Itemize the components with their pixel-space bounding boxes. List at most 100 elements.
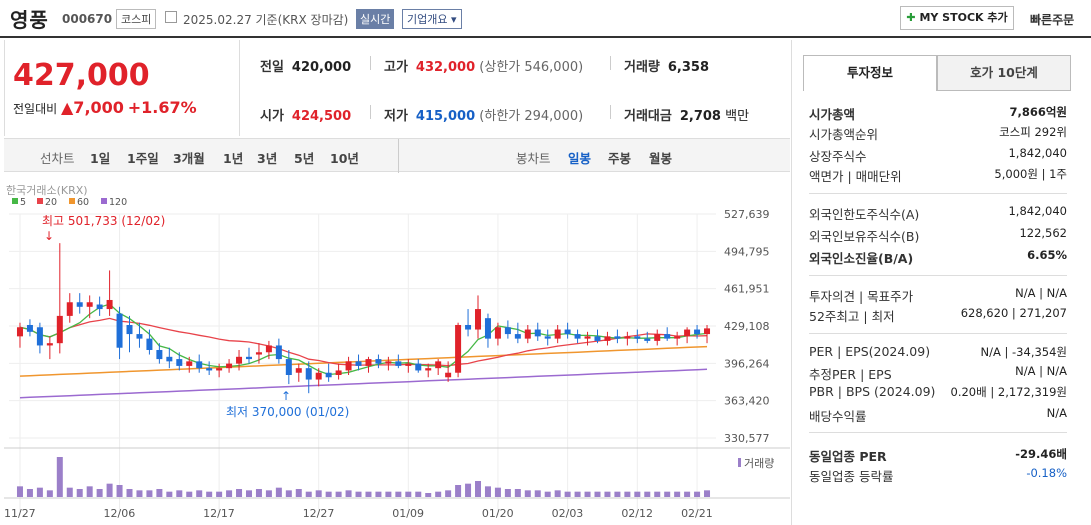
candle-body (26, 324, 33, 332)
info-row: 시가총액순위 코스피 292위 (809, 124, 1067, 144)
y-tick-label: 429,108 (724, 320, 770, 333)
period-3y[interactable]: 3년 (257, 151, 278, 166)
period-3m[interactable]: 3개월 (173, 151, 205, 166)
volume-bar (325, 491, 332, 497)
candle-body (654, 334, 661, 341)
volume-bar (514, 489, 521, 497)
volume-bar (156, 489, 163, 497)
tab-investment-info[interactable]: 투자정보 (803, 55, 937, 91)
candle-daily[interactable]: 일봉 (568, 151, 592, 166)
candle-body (574, 334, 581, 339)
candle-body (494, 327, 501, 339)
candle-body (455, 324, 462, 373)
x-tick-label: 11/27 (4, 507, 36, 520)
candle-body (216, 368, 223, 371)
volume-bar (275, 487, 282, 497)
period-10y[interactable]: 10년 (330, 151, 359, 166)
volume-bar (36, 487, 43, 497)
stat-open-value: 424,500 (291, 109, 352, 124)
x-tick-label: 12/17 (203, 507, 235, 520)
candle-body (275, 345, 282, 360)
volume-bar (365, 491, 372, 497)
quick-order-link[interactable]: 빠른주문 (1030, 13, 1075, 27)
candle-body (146, 338, 153, 350)
stat-amount-value: 2,708 (679, 109, 721, 124)
volume-bar (395, 491, 402, 497)
info-row-value: N/A (1046, 406, 1067, 420)
price-summary: 427,000 전일대비 ▲7,000 +1.67% (4, 40, 240, 136)
company-overview-dropdown[interactable]: 기업개요 ▾ (402, 9, 462, 29)
candle-body (475, 309, 482, 330)
candle-body (674, 336, 681, 339)
candle-body (634, 336, 641, 339)
volume-bar (245, 490, 252, 497)
stat-volume-label: 거래량 (624, 60, 660, 75)
add-mystock-button[interactable]: ✚ MY STOCK 추가 (900, 6, 1014, 30)
stat-volume: 거래량 6,358 (624, 56, 709, 75)
info-row-value: -29.46배 (1015, 447, 1067, 461)
info-row: 외국인소진율(B/A) 6.65% (809, 248, 1067, 268)
candle-body (76, 302, 83, 307)
divider (809, 275, 1067, 276)
lower-limit: (하한가 294,000) (479, 109, 584, 124)
info-row-label: 52주최고 | 최저 (809, 309, 895, 324)
info-row-label: PBR | BPS (2024.09) (809, 384, 936, 399)
candle-body (415, 363, 422, 371)
candle-weekly[interactable]: 주봉 (608, 151, 632, 166)
stat-prev: 전일 420,000 (260, 56, 351, 75)
volume-bar (704, 490, 711, 497)
candle-body (704, 328, 711, 335)
candle-body (126, 324, 133, 335)
volume-bar (564, 491, 571, 497)
info-row-label: PER | EPS(2024.09) (809, 344, 931, 359)
divider (809, 193, 1067, 194)
line-chart-label: 선차트 (40, 151, 75, 166)
candle-body (245, 356, 252, 360)
stat-prev-label: 전일 (260, 60, 284, 75)
realtime-button[interactable]: 실시간 (356, 9, 395, 29)
period-1w[interactable]: 1주일 (127, 151, 159, 166)
candle-body (166, 356, 173, 362)
volume-bar (554, 490, 561, 497)
volume-bar (664, 491, 671, 497)
info-tabs: 투자정보 호가 10단계 (803, 55, 1071, 91)
legend-swatch (12, 198, 18, 204)
period-1d[interactable]: 1일 (90, 151, 111, 166)
volume-bar (644, 491, 651, 497)
candle-body (335, 370, 342, 376)
candle-body (345, 361, 352, 371)
candle-body (305, 368, 312, 380)
volume-bar (484, 486, 491, 497)
volume-bar (445, 490, 452, 497)
info-row-label: 투자의견 | 목표주가 (809, 289, 914, 304)
info-row: PER | EPS(2024.09) N/A | -34,354원 (809, 344, 1067, 364)
period-1y[interactable]: 1년 (223, 151, 244, 166)
candle-body (604, 336, 611, 341)
candle-monthly[interactable]: 월봉 (649, 151, 673, 166)
info-row-label: 외국인소진율(B/A) (809, 251, 914, 266)
tab-orderbook[interactable]: 호가 10단계 (937, 55, 1071, 91)
divider (809, 432, 1067, 433)
volume-bar (355, 491, 362, 497)
info-row: 투자의견 | 목표주가 N/A | N/A (809, 286, 1067, 306)
candle-chart-label: 봉차트 (516, 151, 551, 166)
volume-bar (584, 491, 591, 497)
volume-bar (166, 491, 173, 497)
volume-bar (56, 457, 63, 497)
volume-bar (594, 491, 601, 497)
volume-bar (86, 486, 93, 497)
plus-icon: ✚ (906, 11, 916, 24)
info-row: 시가총액 7,866억원 (809, 104, 1067, 124)
volume-bar (66, 487, 73, 497)
ma60-line (19, 345, 708, 377)
info-row: 상장주식수 1,842,040 (809, 146, 1067, 166)
candle-body (435, 361, 442, 369)
candle-body (355, 361, 362, 366)
candle-body (265, 345, 272, 353)
period-5y[interactable]: 5년 (294, 151, 315, 166)
info-row-label: 동일업종 등락률 (809, 469, 894, 484)
legend-label: 120 (109, 197, 127, 208)
candle-body (544, 336, 551, 339)
candle-body (425, 368, 432, 371)
legend-label: 5 (20, 197, 26, 208)
